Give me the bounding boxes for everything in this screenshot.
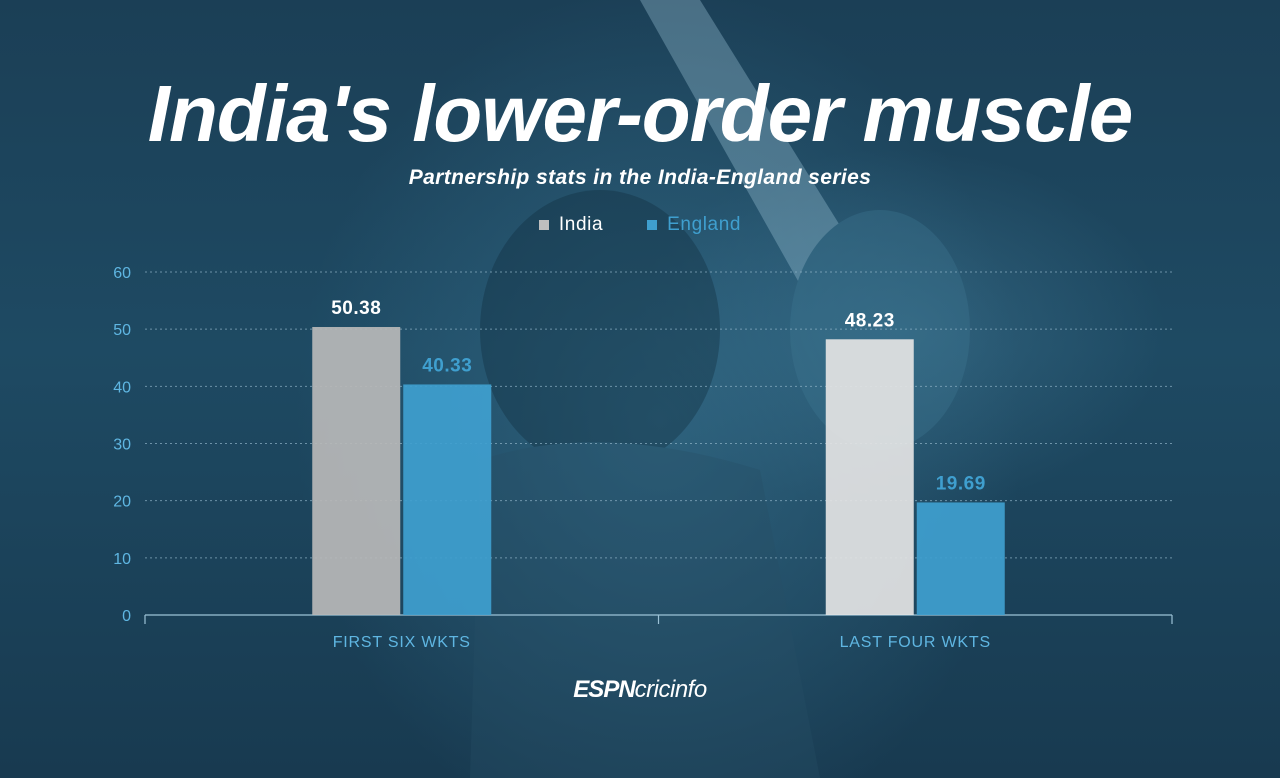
y-tick-label: 30 xyxy=(113,437,131,454)
y-tick-label: 40 xyxy=(113,379,131,396)
data-label-england: 40.33 xyxy=(422,355,472,376)
data-label-england: 19.69 xyxy=(936,473,986,494)
bar-england xyxy=(403,384,492,615)
logo-cricinfo-text: cricinfo xyxy=(634,676,708,703)
legend-label-england: England xyxy=(667,214,742,235)
logo-espn-text: ESPN xyxy=(573,676,635,703)
y-tick-label: 0 xyxy=(122,608,131,625)
y-tick-label: 60 xyxy=(113,265,131,282)
legend-swatch-england xyxy=(647,220,658,230)
x-category-label: FIRST SIX WKTS xyxy=(333,634,471,651)
chart-title: India's lower-order muscle xyxy=(147,69,1133,158)
data-label-india: 48.23 xyxy=(845,310,895,331)
legend: India England xyxy=(0,214,1280,236)
bar-england xyxy=(916,502,1005,615)
y-tick-label: 10 xyxy=(113,551,131,568)
espncricinfo-logo: ESPNcricinfo xyxy=(0,676,1280,704)
y-tick-label: 50 xyxy=(113,322,131,339)
data-label-india: 50.38 xyxy=(331,298,381,319)
chart-subtitle: Partnership stats in the India-England s… xyxy=(408,166,872,189)
legend-label-india: India xyxy=(558,214,604,235)
bar-india xyxy=(312,326,401,615)
legend-item-india: India xyxy=(538,214,604,236)
x-category-label: LAST FOUR WKTS xyxy=(840,634,991,651)
legend-item-england: England xyxy=(647,214,741,236)
bar-india xyxy=(825,339,914,615)
y-tick-label: 20 xyxy=(113,494,131,511)
legend-swatch-india xyxy=(538,220,549,230)
